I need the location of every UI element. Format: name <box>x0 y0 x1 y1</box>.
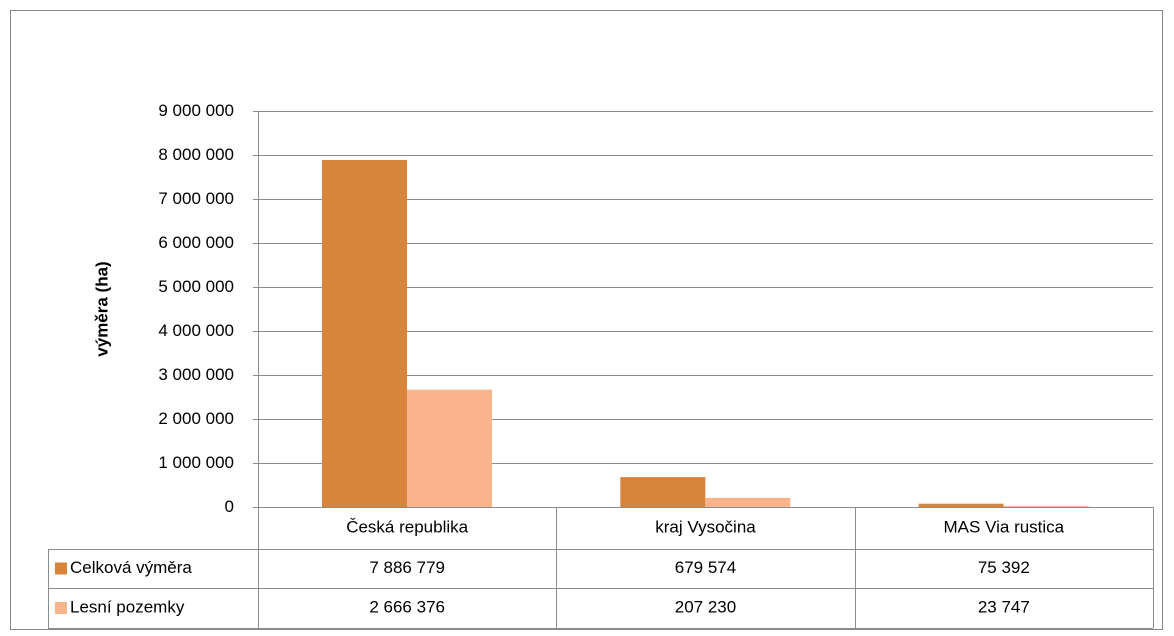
y-tick-label: 0 <box>225 497 234 516</box>
bar <box>407 389 492 507</box>
y-axis-label: výměra (ha) <box>92 261 111 356</box>
bar <box>1003 505 1089 507</box>
bar <box>705 497 791 507</box>
x-tick-label: kraj Vysočina <box>655 517 756 536</box>
table-value: 2 666 376 <box>369 597 445 616</box>
x-tick-label: Česká republika <box>346 517 468 536</box>
bar <box>620 477 706 507</box>
x-tick-label: MAS Via rustica <box>944 517 1065 536</box>
y-tick-label: 8 000 000 <box>158 145 234 164</box>
table-value: 7 886 779 <box>369 558 445 577</box>
legend-swatch <box>55 602 67 614</box>
legend-label: Celková výměra <box>70 558 192 577</box>
y-tick-label: 3 000 000 <box>158 365 234 384</box>
y-tick-label: 2 000 000 <box>158 409 234 428</box>
table-value: 679 574 <box>675 558 736 577</box>
table-value: 23 747 <box>978 597 1030 616</box>
y-tick-label: 5 000 000 <box>158 277 234 296</box>
y-tick-label: 7 000 000 <box>158 189 234 208</box>
legend-swatch <box>55 562 67 575</box>
table-value: 207 230 <box>675 597 736 616</box>
y-tick-label: 1 000 000 <box>158 453 234 472</box>
y-tick-label: 6 000 000 <box>158 233 234 252</box>
chart-border <box>10 10 1163 630</box>
bar <box>322 159 407 507</box>
y-tick-label: 4 000 000 <box>158 321 234 340</box>
bar <box>918 503 1004 507</box>
y-tick-label: 9 000 000 <box>158 101 234 120</box>
table-value: 75 392 <box>978 558 1030 577</box>
legend-label: Lesní pozemky <box>70 597 185 616</box>
